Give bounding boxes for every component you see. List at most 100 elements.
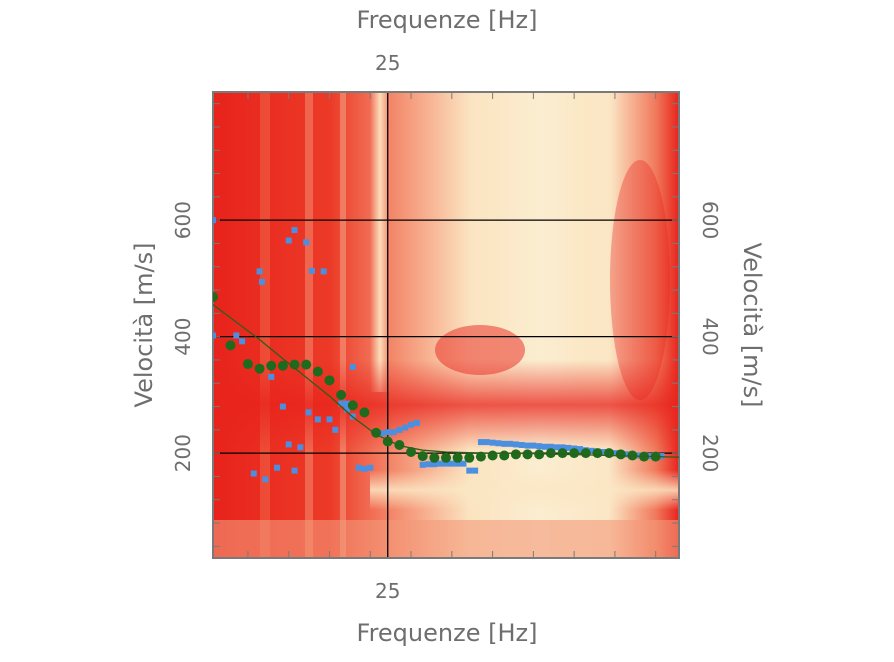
pick-point — [501, 440, 508, 447]
pick-point — [518, 441, 525, 448]
x-axis-label-bottom: Frequenze [Hz] — [357, 619, 538, 647]
pick-point — [297, 444, 304, 451]
model-point — [417, 451, 428, 462]
pick-point — [512, 441, 519, 448]
pick-point — [466, 467, 473, 474]
heatmap — [213, 92, 679, 558]
heatmap-band — [340, 92, 346, 558]
model-point — [429, 452, 440, 463]
heatmap-band — [560, 92, 620, 392]
marks — [213, 217, 679, 483]
pick-point — [274, 464, 281, 471]
x-tick-label-bottom: 25 — [375, 579, 400, 603]
pick-point — [419, 461, 426, 468]
heatmap-hotspot — [435, 325, 525, 375]
pick-point — [576, 446, 583, 453]
pick-point — [291, 467, 298, 474]
pick-point — [338, 400, 345, 407]
pick-point — [472, 467, 479, 474]
model-point — [266, 360, 277, 371]
pick-point — [396, 426, 403, 433]
pick-point — [443, 460, 449, 467]
model-point — [336, 389, 347, 400]
y-tick-label-right: 400 — [698, 318, 722, 356]
model-point — [475, 451, 486, 462]
pick-point — [303, 239, 310, 246]
pick-point — [565, 444, 572, 451]
pick-point — [588, 447, 595, 454]
pick-point — [413, 419, 420, 426]
pick-point — [536, 443, 543, 450]
y-tick-label-left: 200 — [171, 434, 195, 472]
pick-point — [477, 439, 484, 446]
pick-point — [309, 267, 316, 274]
pick-point — [542, 443, 549, 450]
model-point — [359, 407, 370, 418]
model-point — [510, 449, 521, 460]
model-point — [242, 359, 253, 370]
pick-point — [262, 476, 269, 483]
pick-point — [285, 441, 292, 448]
plot-frame — [212, 91, 680, 559]
pick-point — [326, 416, 333, 423]
pick-point — [305, 409, 312, 416]
model-point — [254, 363, 265, 374]
model-point — [557, 448, 568, 459]
model-point — [324, 375, 335, 386]
model-curve — [213, 304, 679, 458]
pick-point — [314, 416, 321, 423]
ticks — [213, 92, 679, 558]
pick-point — [437, 460, 444, 467]
model-point — [580, 448, 591, 459]
pick-point — [408, 421, 415, 428]
pick-point — [279, 403, 286, 410]
x-axis-label-top: Frequenze [Hz] — [357, 6, 538, 34]
pick-point — [384, 429, 391, 436]
pick-point — [367, 464, 374, 471]
pick-point — [355, 464, 362, 471]
pick-point — [425, 461, 432, 468]
pick-point — [268, 373, 275, 380]
model-point — [225, 340, 236, 351]
pick-point — [559, 444, 566, 451]
pick-point — [623, 451, 630, 458]
pick-point — [256, 268, 263, 275]
model-point — [569, 448, 580, 459]
model-point — [615, 449, 626, 460]
model-point — [277, 360, 288, 371]
model-point — [289, 359, 300, 370]
pick-point — [454, 460, 461, 467]
pick-point — [483, 439, 490, 446]
pick-point — [213, 332, 216, 339]
model-point — [545, 448, 556, 459]
pick-point — [431, 461, 438, 468]
pick-point — [233, 332, 240, 339]
model-point — [499, 450, 510, 461]
heatmap-band — [370, 470, 679, 510]
pick-point — [320, 268, 327, 275]
pick-point — [553, 444, 560, 451]
pick-point — [390, 429, 397, 436]
pick-point — [448, 460, 455, 467]
y-axis-label-left: Velocità [m/s] — [130, 243, 158, 408]
heatmap-hotspot — [610, 160, 670, 400]
pick-point — [489, 439, 496, 446]
pick-point — [239, 338, 246, 345]
model-point — [347, 400, 358, 411]
pick-point — [361, 465, 368, 472]
model-point — [312, 366, 323, 377]
pick-point — [460, 460, 467, 467]
pick-point — [530, 442, 537, 449]
model-point — [592, 448, 603, 459]
y-tick-label-left: 600 — [171, 201, 195, 239]
pick-point — [258, 278, 265, 285]
model-point — [604, 448, 615, 459]
heatmap-band — [305, 92, 313, 558]
y-tick-label-left: 400 — [171, 318, 195, 356]
model-point — [301, 359, 312, 370]
heatmap-band — [213, 360, 679, 450]
y-tick-label-right: 200 — [698, 434, 722, 472]
pick-point — [291, 227, 298, 234]
pick-point — [524, 442, 531, 449]
